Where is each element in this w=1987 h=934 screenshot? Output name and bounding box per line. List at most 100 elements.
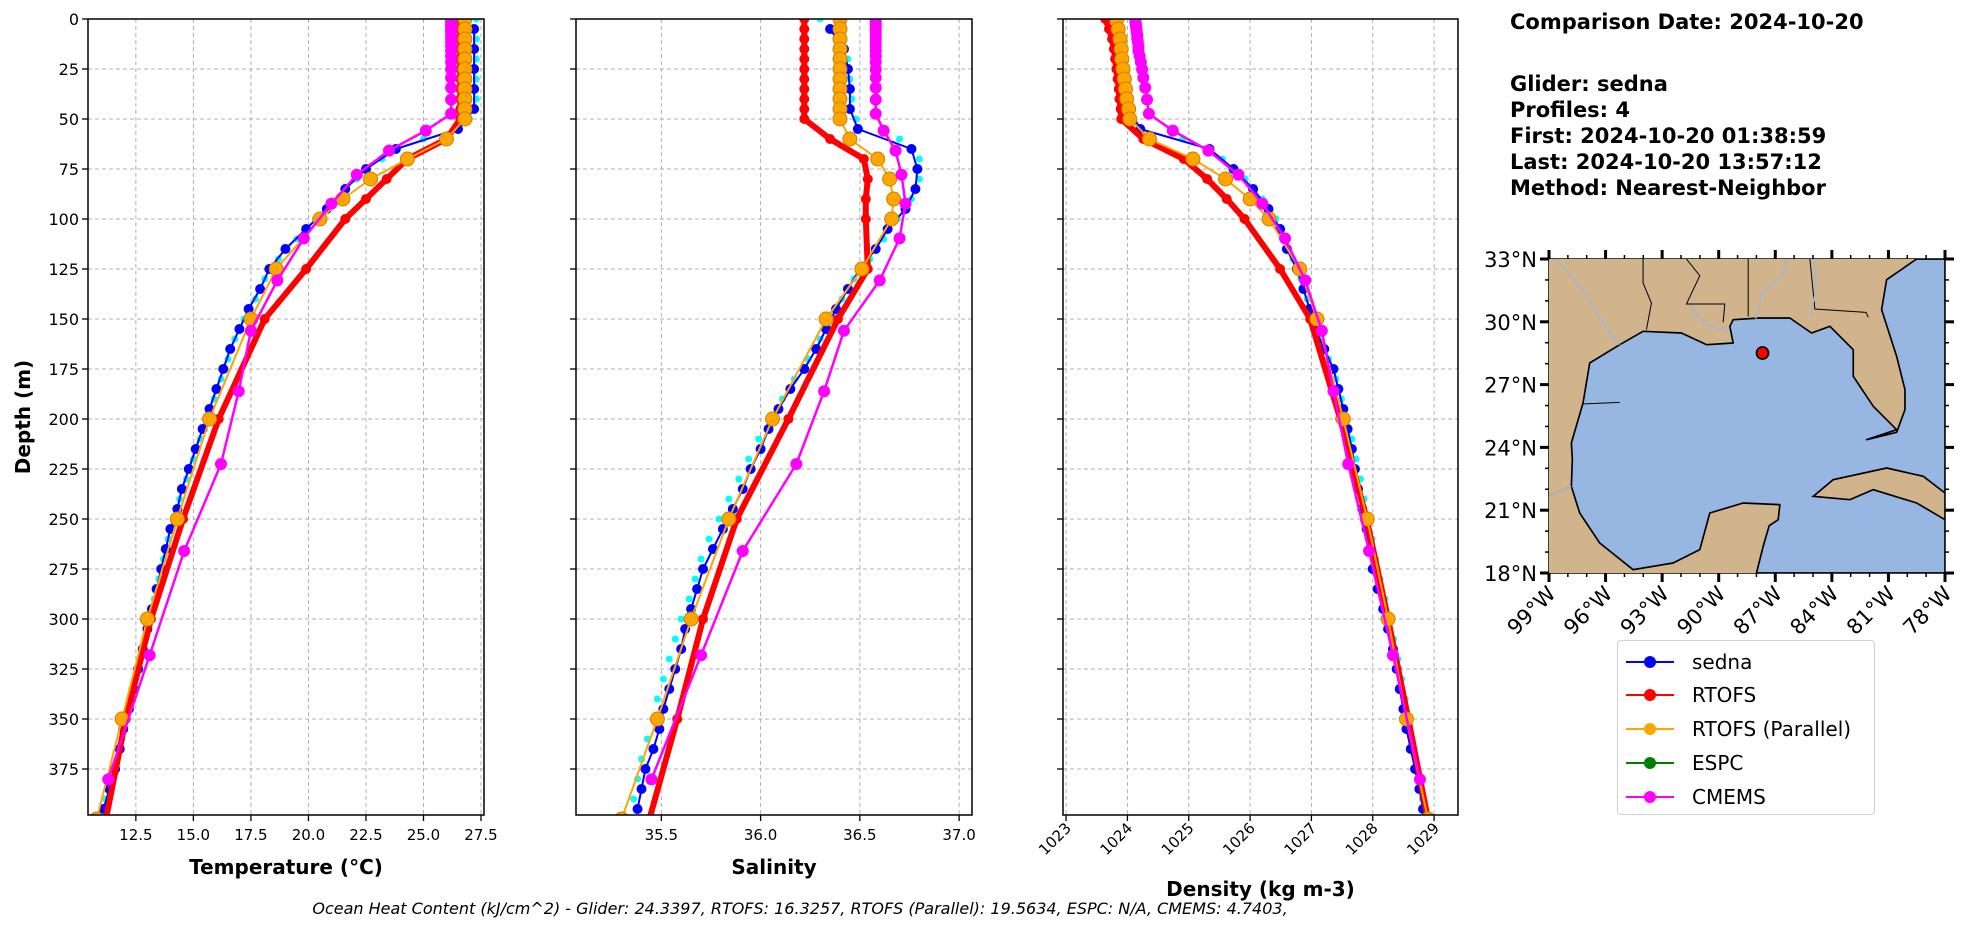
data-point — [301, 264, 312, 274]
data-point — [211, 384, 222, 394]
rivers — [1549, 259, 1817, 497]
map — [1549, 259, 1945, 573]
series-CMEMS — [645, 19, 912, 786]
data-point — [852, 124, 863, 134]
x-tick-label: 1026 — [1219, 819, 1259, 859]
data-point — [735, 475, 743, 483]
series-CMEMS — [1129, 19, 1426, 786]
data-point — [280, 244, 291, 254]
data-point — [382, 144, 395, 157]
series-line — [107, 20, 453, 780]
glider-location-marker[interactable] — [1755, 346, 1770, 360]
y-tick-label: 225 — [48, 460, 79, 479]
data-point — [799, 94, 810, 104]
map-cuba — [1811, 467, 1945, 521]
data-point — [1413, 773, 1426, 786]
x-tick-label: 1023 — [1035, 819, 1075, 859]
data-point — [799, 24, 810, 34]
method: Method: Nearest-Neighbor — [1510, 176, 1826, 200]
data-point — [895, 168, 908, 181]
map-lon-label: 78°W — [1899, 581, 1957, 639]
data-point — [915, 155, 923, 163]
data-point — [799, 44, 810, 54]
data-point — [340, 214, 351, 224]
data-point — [869, 81, 882, 94]
data-point — [697, 555, 705, 563]
series-sedna — [98, 24, 480, 814]
data-point — [799, 34, 810, 44]
data-point — [297, 232, 310, 245]
data-point — [818, 311, 834, 327]
x-axis-label: Temperature (°C) — [189, 855, 383, 879]
map-lat-label: 27°N — [1484, 374, 1537, 398]
data-point — [640, 764, 651, 774]
profile-count: Profiles: 4 — [1510, 98, 1631, 122]
data-point — [457, 111, 473, 127]
data-point — [1141, 131, 1157, 147]
data-point — [143, 649, 156, 662]
data-point — [783, 414, 794, 424]
x-tick-label: 12.5 — [119, 826, 152, 844]
data-point — [854, 261, 870, 277]
data-point — [862, 174, 873, 184]
data-point — [243, 304, 254, 314]
data-point — [698, 614, 709, 624]
data-point — [1327, 385, 1340, 398]
data-point — [445, 93, 458, 106]
data-point — [799, 114, 810, 124]
y-tick-label: 200 — [48, 410, 79, 429]
data-point — [799, 84, 810, 94]
data-point — [1202, 174, 1213, 184]
data-point — [654, 724, 665, 734]
data-point — [725, 495, 733, 503]
data-point — [90, 811, 104, 815]
x-tick-label: 36.5 — [843, 826, 876, 844]
data-point — [232, 385, 245, 398]
x-tick-label: 1027 — [1281, 819, 1321, 859]
legend-label: CMEMS — [1692, 785, 1766, 809]
x-tick-label: 17.5 — [234, 826, 267, 844]
data-point — [350, 168, 363, 181]
data-point — [1299, 274, 1312, 287]
state-borders — [1549, 259, 1869, 497]
data-point — [214, 458, 227, 470]
data-point — [799, 104, 810, 114]
legend-label: RTOFS — [1692, 683, 1757, 707]
x-tick-label: 1028 — [1342, 819, 1382, 859]
data-point — [419, 124, 432, 137]
data-point — [1342, 458, 1355, 470]
data-point — [915, 175, 923, 183]
data-point — [886, 191, 902, 207]
data-point — [381, 174, 392, 184]
data-point — [169, 511, 185, 527]
y-tick-label: 125 — [48, 260, 79, 279]
data-point — [1137, 71, 1150, 84]
info-panel: Comparison Date: 2024-10-20 Glider: sedna… — [1510, 0, 1980, 200]
data-point — [799, 64, 810, 74]
legend-label: RTOFS (Parallel) — [1692, 717, 1852, 741]
data-point — [244, 324, 257, 337]
data-point — [705, 535, 713, 543]
data-point — [671, 635, 679, 643]
data-point — [818, 385, 831, 398]
data-point — [882, 171, 898, 187]
glider-name: Glider: sedna — [1510, 72, 1668, 96]
data-point — [831, 304, 842, 314]
data-point — [183, 464, 194, 474]
data-point — [648, 744, 659, 754]
data-point — [659, 675, 667, 683]
data-point — [1141, 93, 1154, 106]
data-point — [1142, 107, 1155, 120]
data-point — [833, 314, 844, 324]
data-point — [869, 63, 882, 76]
data-point — [825, 24, 836, 34]
x-tick-label: 37.0 — [942, 826, 975, 844]
legend-item-cmems: CMEMS — [1626, 782, 1766, 812]
data-point — [632, 804, 643, 814]
data-point — [844, 84, 855, 94]
y-tick-label: 0 — [69, 10, 79, 29]
data-point — [896, 135, 904, 143]
y-tick-label: 50 — [59, 110, 79, 129]
data-point — [837, 324, 850, 337]
